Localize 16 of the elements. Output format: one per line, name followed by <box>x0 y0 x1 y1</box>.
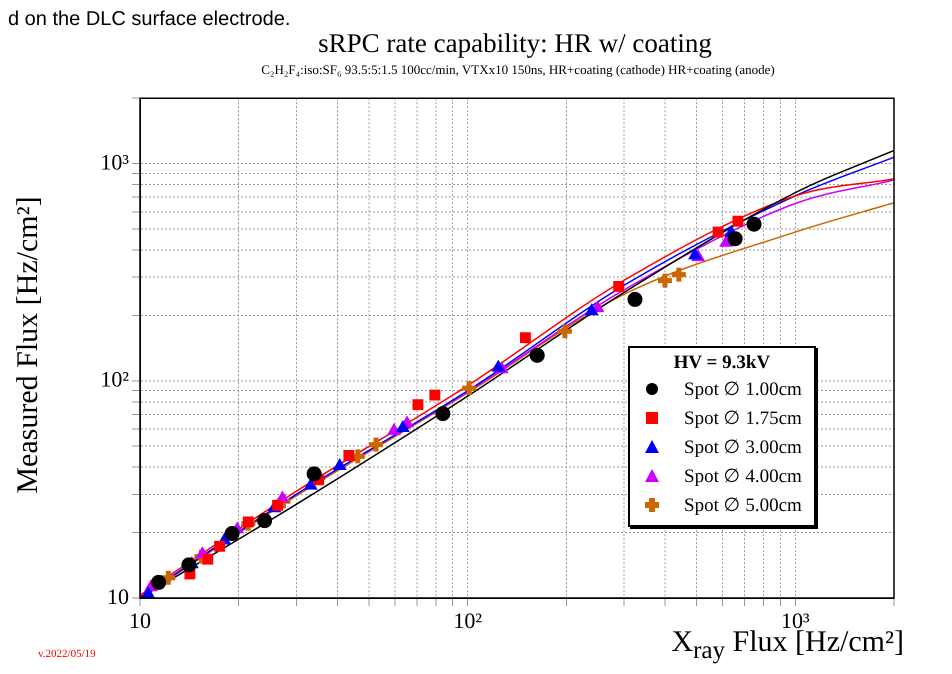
x-tick-label: 10² <box>453 608 482 633</box>
chart-title: sRPC rate capability: HR w/ coating <box>318 28 712 58</box>
legend-label: Spot ∅ 3.00cm <box>684 436 802 458</box>
y-tick-label: 10 <box>107 584 129 609</box>
legend-label: Spot ∅ 1.00cm <box>684 378 802 400</box>
legend-title: HV = 9.3kV <box>672 352 772 374</box>
y-axis-title: Measured Flux [Hz/cm²] <box>11 195 45 496</box>
text: v.2022/05/19 <box>38 648 96 660</box>
x-tick-label: 10 <box>129 608 151 633</box>
y-tick-label: 10³ <box>100 149 130 174</box>
legend-label: Spot ∅ 4.00cm <box>684 464 802 488</box>
legend-label: Spot ∅ 1.75cm <box>684 406 802 430</box>
chart-subtitle: C₂H₂F₄:iso:SF₆ 93.5:5:1.5 100cc/min, VTXx10 150ns, HR+coating (cathode) HR+coating (anode) <box>260 62 776 78</box>
text: d on the DLC surface electrode. <box>8 8 290 31</box>
y-tick-label: 10² <box>100 366 130 392</box>
legend-label: Spot ∅ 5.00cm <box>684 494 802 516</box>
